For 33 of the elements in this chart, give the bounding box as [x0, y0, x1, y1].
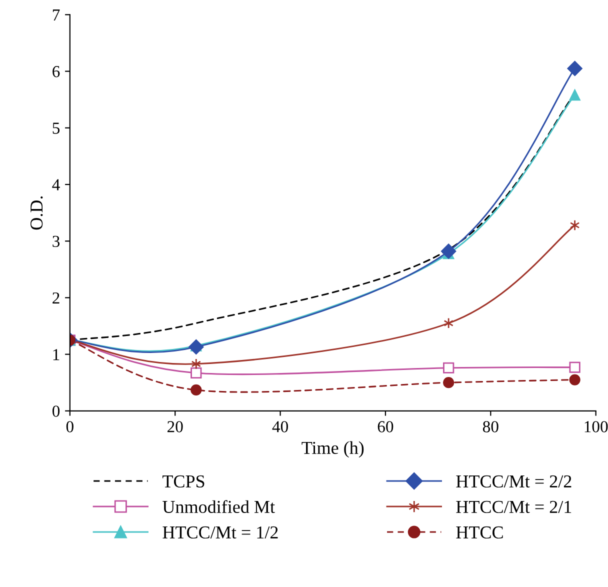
- y-tick-label: 7: [52, 10, 60, 20]
- x-tick-label: 20: [168, 421, 183, 432]
- y-tick-label: 5: [52, 122, 60, 134]
- point: [188, 339, 204, 355]
- legend-label: TCPS: [162, 475, 204, 488]
- legend-label: Unmodified Mt: [162, 500, 275, 514]
- point: [443, 362, 454, 374]
- x-tick-label: 40: [272, 421, 288, 432]
- point: [443, 377, 454, 388]
- point: [569, 374, 580, 386]
- point: [441, 244, 456, 259]
- legend-label: HTCC/Mt = 2/1: [456, 500, 572, 514]
- point: [569, 89, 580, 101]
- y-tick-label: 2: [52, 292, 60, 304]
- y-tick-label: 1: [53, 349, 60, 360]
- y-tick-label: 4: [52, 179, 60, 190]
- point: [569, 362, 580, 373]
- x-axis-title: Time (h): [302, 441, 364, 458]
- y-tick-label: 6: [52, 66, 60, 78]
- x-tick-label: 60: [378, 421, 394, 432]
- legend-label: HTCC: [456, 526, 503, 539]
- x-tick-label: 0: [66, 421, 74, 432]
- point: [190, 367, 202, 379]
- x-tick-label: 80: [482, 421, 498, 432]
- point: [190, 384, 202, 396]
- y-tick-label: 0: [52, 406, 60, 417]
- point: [191, 358, 202, 370]
- y-tick-label: 3: [52, 236, 60, 248]
- y-axis-title: O.D.: [30, 196, 43, 230]
- legend-label: HTCC/Mt = 2/2: [456, 475, 572, 488]
- point: [567, 60, 582, 76]
- x-tick-label: 100: [584, 421, 608, 432]
- legend-label: HTCC/Mt = 1/2: [162, 526, 278, 539]
